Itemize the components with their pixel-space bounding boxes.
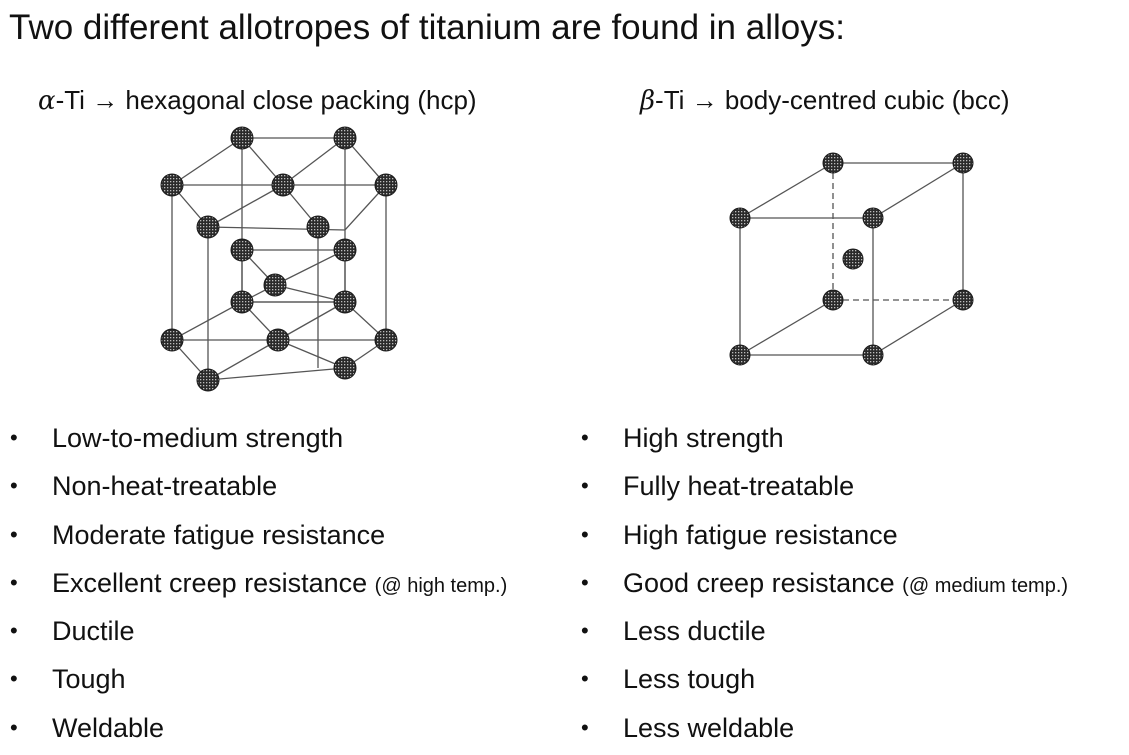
- property-text: Fully heat-treatable: [623, 471, 855, 502]
- property-text: Non-heat-treatable: [52, 471, 278, 502]
- list-item: • Fully heat-treatable: [581, 462, 1126, 510]
- alpha-symbol: α: [38, 86, 56, 116]
- page-title: Two different allotropes of titanium are…: [9, 8, 845, 47]
- alpha-properties-list: • Low-to-medium strength • Non-heat-treata…: [10, 414, 570, 752]
- list-item: • Non-heat-treatable: [10, 462, 570, 510]
- property-text: Weldable: [52, 712, 165, 743]
- beta-ti-heading: β-Ti → body-centred cubic (bcc): [640, 83, 1010, 118]
- bullet: •: [10, 521, 18, 547]
- beta-symbol: β: [640, 86, 656, 116]
- bullet: •: [581, 473, 589, 499]
- property-text: Moderate fatigue resistance: [52, 519, 386, 550]
- bcc-crystal-diagram: [729, 152, 974, 366]
- list-item: • Low-to-medium strength: [10, 414, 570, 462]
- bullet: •: [10, 425, 18, 450]
- list-item: • Weldable: [10, 704, 570, 752]
- bullet: •: [10, 569, 18, 595]
- list-item: • Moderate fatigue resistance: [10, 511, 570, 559]
- property-text: High fatigue resistance: [623, 519, 898, 550]
- bullet: •: [10, 473, 18, 499]
- alpha-heading-text: -Ti → hexagonal close packing (hcp): [55, 85, 477, 115]
- bullet: •: [10, 666, 18, 692]
- bullet: •: [581, 569, 589, 595]
- bullet: •: [581, 425, 589, 450]
- property-text: Low-to-medium strength: [52, 423, 344, 453]
- property-note: (@ medium temp.): [902, 574, 1069, 597]
- beta-properties-list: • High strength • Fully heat-treatable • Hi…: [581, 414, 1126, 752]
- property-text: High strength: [623, 423, 784, 453]
- property-text: Less weldable: [623, 712, 795, 743]
- bullet: •: [10, 618, 18, 644]
- list-item: • Ductile: [10, 607, 570, 655]
- bullet: •: [581, 618, 589, 644]
- property-text: Excellent creep resistance: [52, 567, 368, 598]
- list-item: • High strength: [581, 414, 1126, 462]
- hcp-crystal-diagram: [160, 126, 398, 392]
- list-item: • Less tough: [581, 655, 1126, 703]
- property-note: (@ high temp.): [374, 574, 508, 597]
- bullet: •: [581, 666, 589, 692]
- property-text: Less ductile: [623, 616, 766, 647]
- bullet: •: [10, 714, 18, 740]
- bullet: •: [581, 714, 589, 740]
- property-text: Tough: [52, 664, 126, 695]
- bullet: •: [581, 521, 589, 547]
- list-item: • Good creep resistance (@ medium temp.): [581, 559, 1126, 607]
- beta-heading-text: -Ti → body-centred cubic (bcc): [655, 85, 1010, 115]
- list-item: • Less weldable: [581, 704, 1126, 752]
- list-item: • High fatigue resistance: [581, 511, 1126, 559]
- property-text: Ductile: [52, 616, 135, 647]
- list-item: • Less ductile: [581, 607, 1126, 655]
- list-item: • Tough: [10, 655, 570, 703]
- property-text: Good creep resistance: [623, 567, 895, 598]
- property-text: Less tough: [623, 664, 756, 695]
- alpha-ti-heading: α-Ti → hexagonal close packing (hcp): [38, 83, 477, 118]
- list-item: • Excellent creep resistance (@ high temp…: [10, 559, 570, 607]
